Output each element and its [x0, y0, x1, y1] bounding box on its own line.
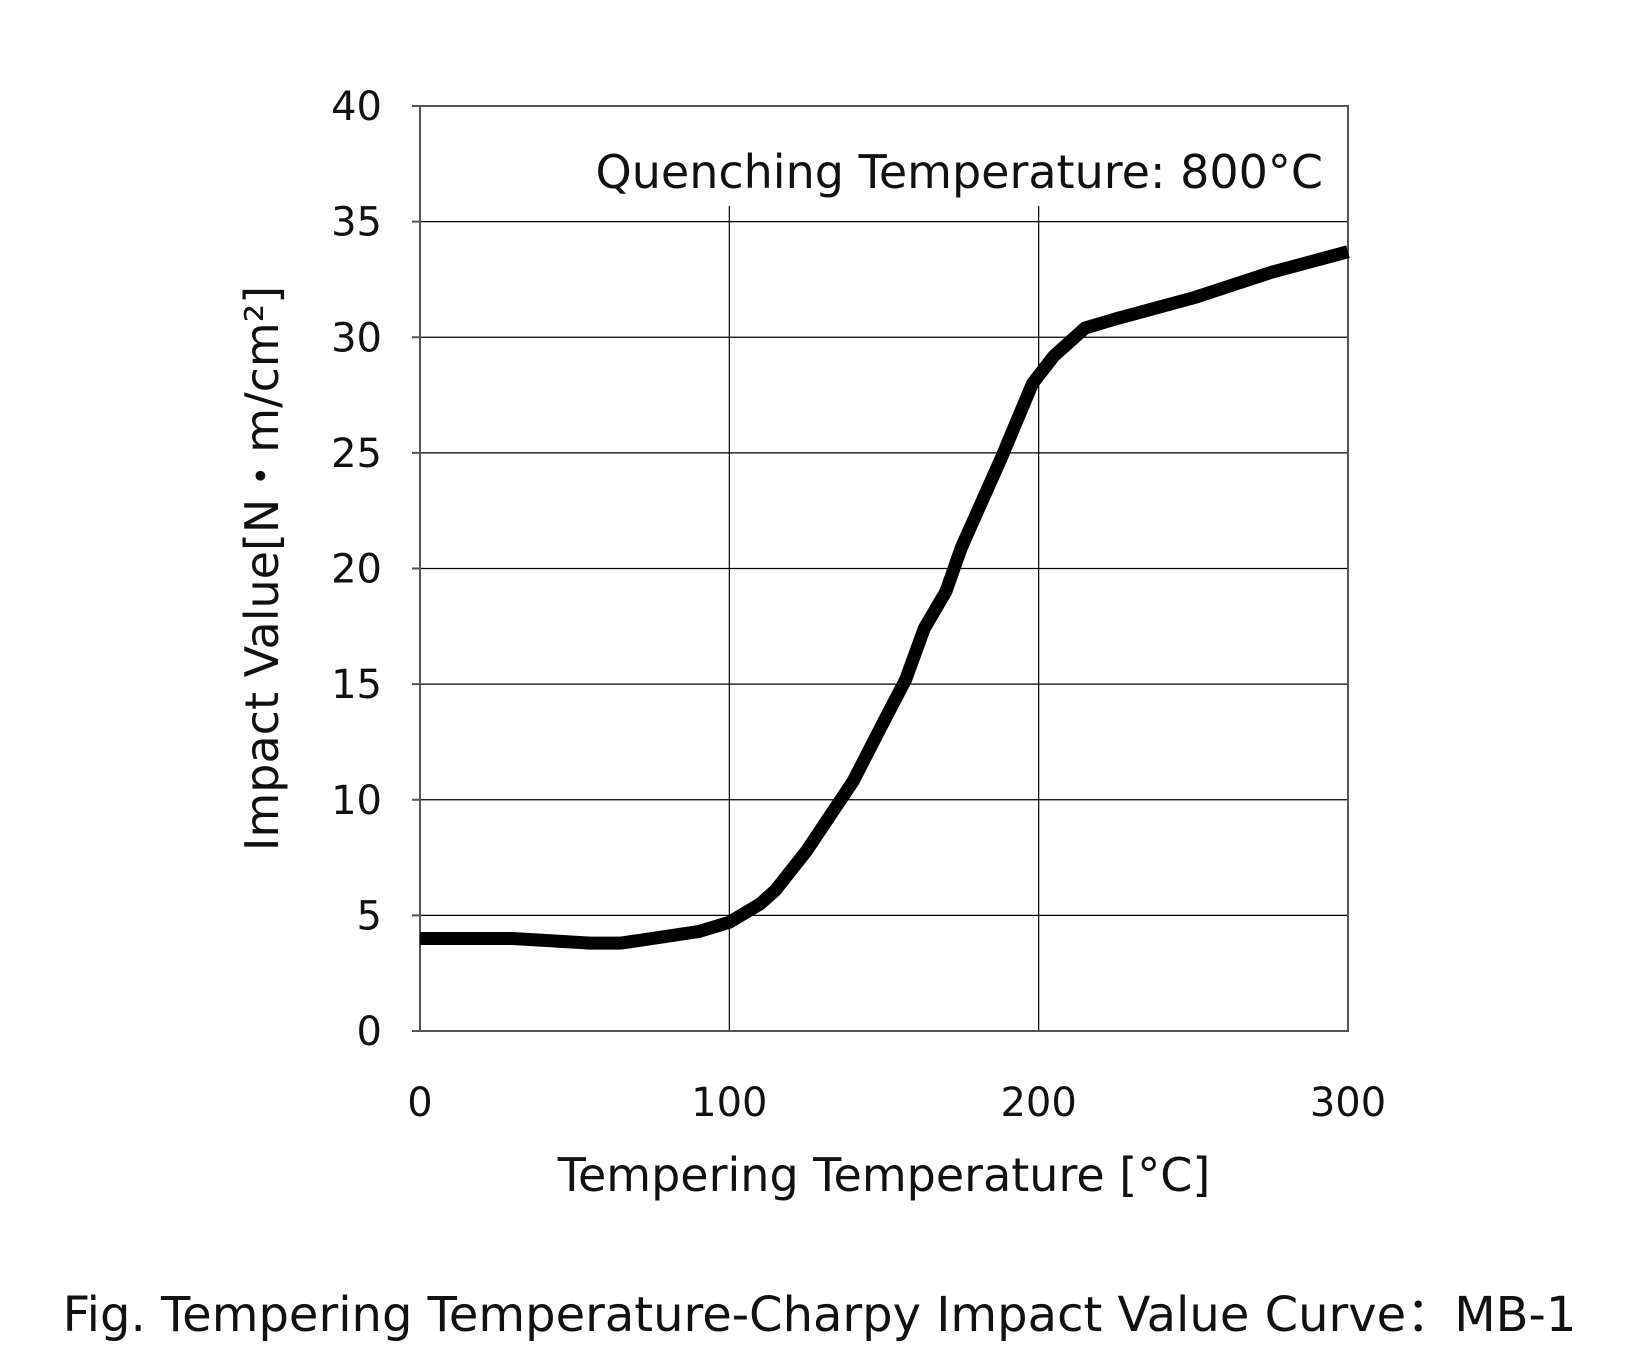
series-line [420, 245, 1350, 950]
x-tick-label: 200 [1000, 1080, 1076, 1126]
grid-lines [420, 206, 1348, 1031]
x-axis-label: Tempering Temperature [°C] [557, 1148, 1211, 1202]
y-tick-label: 25 [331, 431, 382, 477]
y-tick-label: 20 [331, 547, 382, 593]
y-tick-label: 10 [331, 778, 382, 824]
y-tick-label: 15 [331, 662, 382, 708]
x-tick-label: 100 [691, 1080, 767, 1126]
y-tick-label: 30 [331, 315, 382, 361]
y-tick-label: 40 [331, 84, 382, 130]
x-tick-labels: 0 100 200 300 [407, 1080, 1386, 1126]
y-axis-label: Impact Value[N・m/cm²] [235, 286, 289, 851]
y-tick-label: 35 [331, 200, 382, 246]
y-tick-labels: 0 5 10 15 20 25 30 35 40 [331, 84, 420, 1055]
x-tick-label: 300 [1310, 1080, 1386, 1126]
series-layer [420, 245, 1350, 950]
x-tick-label: 0 [407, 1080, 432, 1126]
y-tick-label: 0 [357, 1009, 382, 1055]
figure-caption: Fig. Tempering Temperature-Charpy Impact… [62, 1287, 1577, 1343]
y-tick-label: 5 [357, 893, 382, 939]
quenching-temperature-annotation: Quenching Temperature: 800°C [596, 145, 1323, 199]
